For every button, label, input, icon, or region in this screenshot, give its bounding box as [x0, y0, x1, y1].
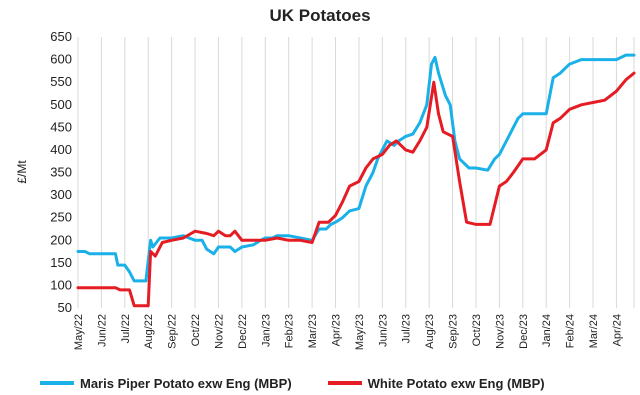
series-lines	[76, 53, 636, 308]
y-tick-label: 200	[50, 232, 72, 247]
x-tick-label: Jul/23	[401, 314, 413, 343]
legend-swatch-white-potato	[327, 381, 362, 385]
legend-item-maris-piper: Maris Piper Potato exw Eng (MBP)	[40, 376, 292, 391]
x-tick-label: Sep/23	[448, 314, 460, 349]
y-tick-label: 500	[50, 97, 72, 112]
y-tick-label: 50	[58, 300, 72, 315]
y-tick-label: 550	[50, 74, 72, 89]
x-tick-label: Jun/23	[377, 314, 389, 347]
x-tick-label: Oct/22	[190, 314, 202, 346]
y-tick-label: 150	[50, 255, 72, 270]
x-tick-label: Nov/22	[213, 314, 225, 349]
legend-swatch-maris-piper	[40, 381, 74, 385]
y-tick-label: 400	[50, 142, 72, 157]
grid-lines	[77, 37, 635, 308]
x-tick-label: Jan/24	[541, 314, 553, 347]
legend-label-maris-piper: Maris Piper Potato exw Eng (MBP)	[80, 375, 292, 391]
x-tick-label: Feb/24	[565, 314, 577, 348]
legend: Maris Piper Potato exw Eng (MBP) White P…	[40, 372, 640, 394]
y-tick-label: 650	[50, 29, 72, 44]
x-tick-label: Oct/23	[471, 314, 483, 346]
y-tick-label: 600	[50, 52, 72, 67]
x-tick-label: Aug/22	[143, 314, 155, 349]
y-tick-label: 100	[50, 277, 72, 292]
x-tick-label: Sep/22	[167, 314, 179, 349]
y-tick-label: 300	[50, 187, 72, 202]
x-tick-label: Nov/23	[494, 314, 506, 349]
x-tick-label: Apr/23	[331, 314, 343, 346]
x-tick-label: Jan/23	[260, 314, 272, 347]
x-tick-label: Dec/22	[237, 314, 249, 349]
x-tick-label: Feb/23	[284, 314, 296, 348]
y-tick-label: 250	[50, 210, 72, 225]
series-line-maris-piper	[76, 53, 636, 283]
x-tick-label: Apr/24	[611, 314, 623, 346]
x-tick-label: Jun/22	[96, 314, 108, 347]
chart-title: UK Potatoes	[269, 6, 371, 25]
x-tick-label: Jul/22	[120, 314, 132, 343]
x-tick-label: Mar/23	[307, 314, 319, 348]
x-axis-ticks: May/22 Jun/22 Jul/22 Aug/22 Sep/22 Oct/22 Nov/…	[73, 314, 623, 350]
x-tick-label: Aug/23	[424, 314, 436, 349]
legend-label-white-potato: White Potato exw Eng (MBP)	[367, 375, 545, 391]
x-tick-label: May/23	[354, 314, 366, 350]
x-tick-label: Dec/23	[518, 314, 530, 349]
legend-item-white-potato: White Potato exw Eng (MBP)	[327, 375, 545, 391]
x-tick-label: May/22	[73, 314, 85, 350]
series-line-white-potato	[76, 71, 636, 308]
x-tick-label: Mar/24	[588, 314, 600, 348]
y-axis-label: £/Mt	[15, 160, 29, 184]
y-axis-ticks: 50 100 150 200 250 300 350 400 450 500 550 600 650	[50, 29, 72, 315]
y-tick-label: 450	[50, 119, 72, 134]
y-tick-label: 350	[50, 165, 72, 180]
